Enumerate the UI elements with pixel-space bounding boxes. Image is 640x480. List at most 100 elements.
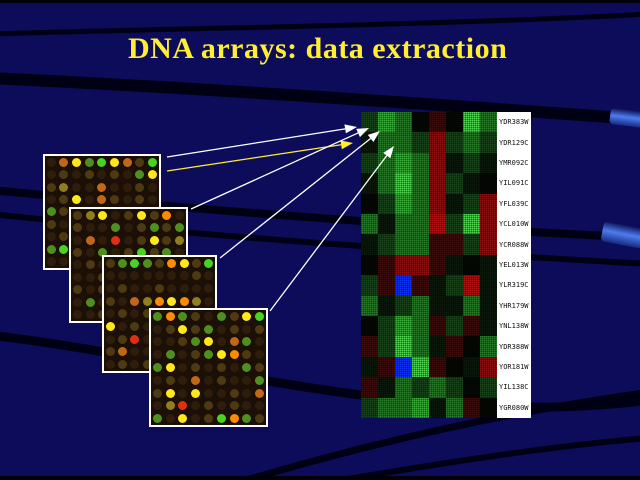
array-spot	[216, 362, 226, 372]
array-spot	[117, 284, 127, 294]
array-spot	[72, 223, 82, 233]
array-spot	[152, 388, 162, 398]
heatmap-cell	[463, 377, 480, 398]
array-spot	[203, 388, 213, 398]
array-spot	[72, 210, 82, 220]
gene-label: YDR129C	[499, 138, 529, 147]
array-spot	[203, 401, 213, 411]
heatmap-cell	[361, 132, 378, 153]
array-spot	[191, 296, 201, 306]
array-spot	[136, 223, 146, 233]
heatmap-cell	[429, 377, 446, 398]
heatmap-cell	[429, 275, 446, 296]
heatmap-cell	[429, 173, 446, 194]
array-spot	[154, 296, 164, 306]
array-spot	[123, 210, 133, 220]
heatmap-cell	[480, 213, 497, 235]
heatmap-cell	[446, 152, 463, 174]
array-spot	[255, 388, 265, 398]
array-spot	[97, 157, 107, 167]
array-spot	[152, 337, 162, 347]
heatmap-cell	[378, 193, 395, 214]
array-spot	[105, 296, 115, 306]
heatmap-cell	[446, 397, 463, 418]
array-spot	[98, 223, 108, 233]
heatmap-cell	[429, 152, 446, 174]
heatmap-cell	[480, 152, 497, 174]
array-spot	[175, 248, 185, 258]
bottom-border-strip	[0, 476, 640, 480]
heatmap-cell	[446, 295, 463, 316]
array-spot	[178, 401, 188, 411]
heatmap-cell	[361, 356, 378, 378]
array-spot	[122, 182, 132, 192]
array-spot	[85, 235, 95, 245]
array-spot	[149, 248, 159, 258]
array-spot	[167, 258, 177, 268]
heatmap-cell	[361, 193, 378, 214]
array-spot	[46, 157, 56, 167]
array-spot	[72, 285, 82, 295]
heatmap-cell	[463, 356, 480, 378]
array-spot	[178, 375, 188, 385]
array-spot	[72, 170, 82, 180]
gene-label-strip: YDR383W YDR129C YMR092C YIL091C YFL039C YCL01…	[497, 112, 531, 418]
heatmap-cell	[361, 254, 378, 276]
array-spot	[72, 182, 82, 192]
array-spot	[59, 244, 69, 254]
array-spot	[142, 258, 152, 268]
gene-label: YIL091C	[499, 179, 529, 188]
array-spot	[59, 232, 69, 242]
heatmap-cell	[446, 213, 463, 235]
array-spot	[117, 360, 127, 370]
heatmap-cell	[361, 315, 378, 337]
heatmap-cell	[480, 336, 497, 357]
array-spot	[178, 388, 188, 398]
array-spot	[242, 375, 252, 385]
heatmap-cell	[412, 112, 429, 133]
gene-label: YFL039C	[499, 199, 529, 208]
heatmap-cell	[361, 377, 378, 398]
heatmap-cell	[378, 213, 395, 235]
heatmap-cell	[412, 397, 429, 418]
heatmap-cell	[378, 152, 395, 174]
array-spot	[165, 414, 175, 424]
array-spot	[123, 223, 133, 233]
array-spot	[84, 170, 94, 180]
array-spot	[178, 337, 188, 347]
array-spot	[242, 388, 252, 398]
heatmap-cell	[463, 295, 480, 316]
array-spot	[191, 350, 201, 360]
heatmap-cell	[463, 275, 480, 296]
array-spot	[204, 284, 214, 294]
heatmap-cell	[378, 336, 395, 357]
heatmap-cell	[378, 132, 395, 153]
array-spot	[85, 210, 95, 220]
array-spot	[105, 271, 115, 281]
gene-label: YGR080W	[499, 403, 529, 412]
heatmap-cell	[463, 193, 480, 214]
array-spot	[105, 284, 115, 294]
gene-label: YMR092C	[499, 159, 529, 168]
array-spot	[165, 311, 175, 321]
array-spot	[242, 311, 252, 321]
array-spot	[162, 210, 172, 220]
array-spot	[72, 157, 82, 167]
array-spot	[136, 235, 146, 245]
heatmap-cell	[395, 193, 412, 214]
heatmap-cell	[429, 132, 446, 153]
heatmap-cell	[361, 173, 378, 194]
array-spot	[46, 257, 56, 267]
array-spot	[178, 311, 188, 321]
heatmap-cell	[361, 152, 378, 174]
heatmap-cell	[463, 173, 480, 194]
heatmap-cell	[446, 132, 463, 153]
array-spot	[255, 337, 265, 347]
array-spot	[191, 284, 201, 294]
array-spot	[216, 311, 226, 321]
array-spot	[167, 296, 177, 306]
array-spot	[130, 309, 140, 319]
array-spot	[117, 334, 127, 344]
array-spot	[149, 210, 159, 220]
